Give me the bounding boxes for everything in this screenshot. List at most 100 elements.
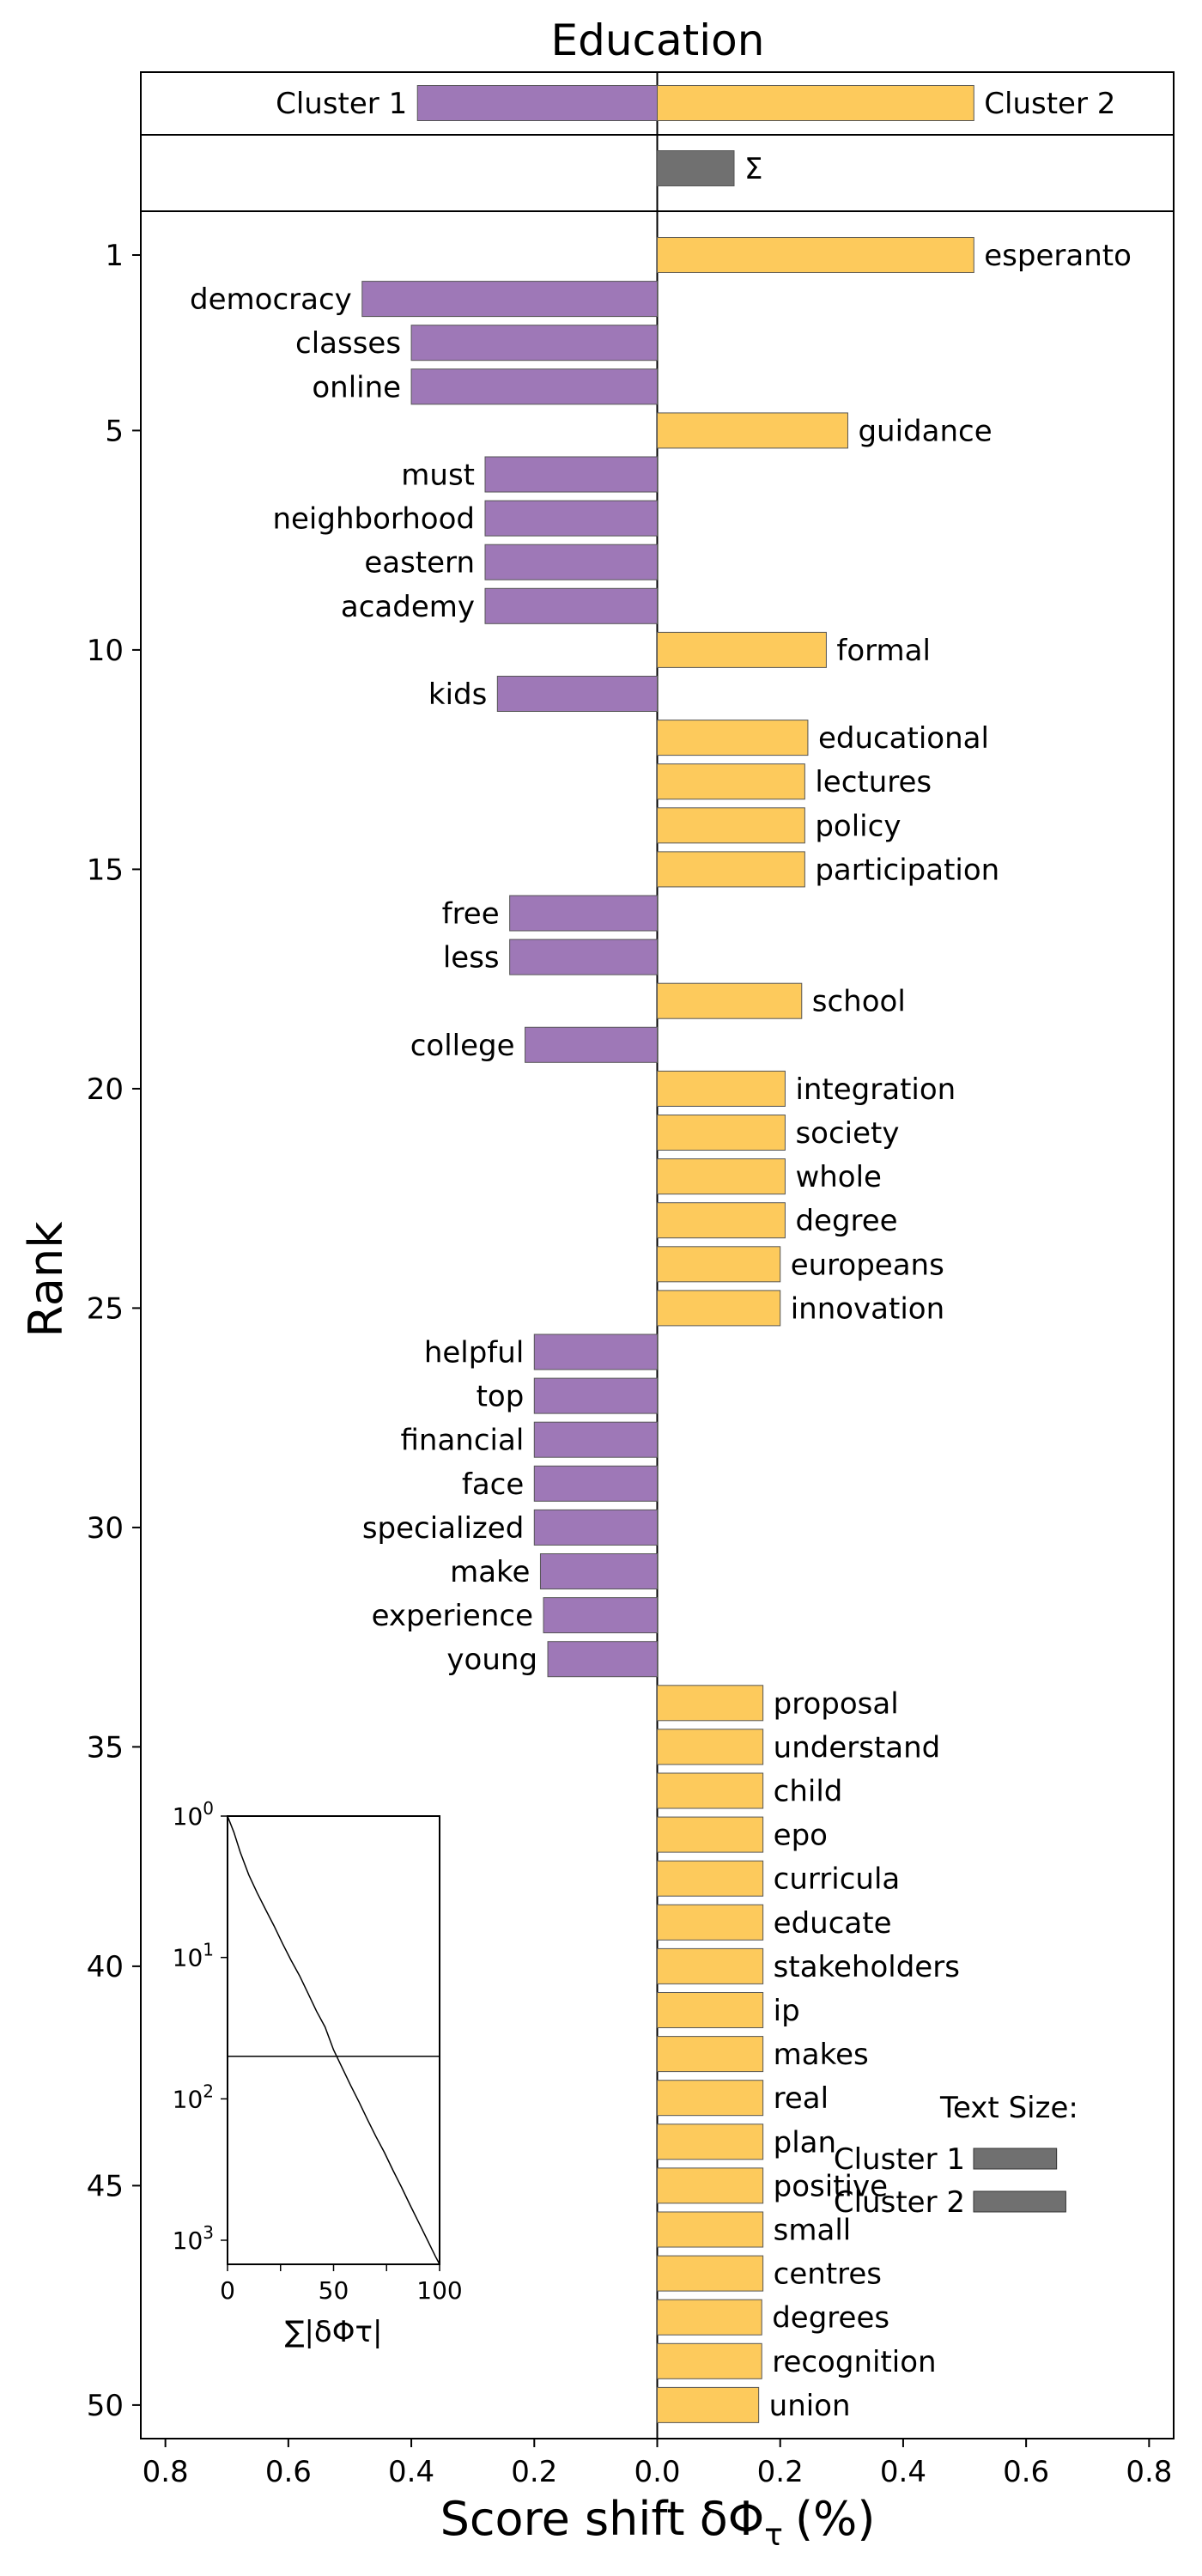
legend-item-bar (973, 2148, 1058, 2170)
bar-plan (657, 2123, 764, 2160)
bar-college (525, 1026, 658, 1063)
bar-face (533, 1465, 658, 1502)
inset-x-tick-label: 100 (416, 2276, 462, 2305)
x-tick-label: 0.6 (1003, 2455, 1049, 2489)
bar-real (657, 2080, 764, 2117)
label-union: union (769, 2389, 851, 2423)
label-positive: positive (774, 2169, 888, 2203)
inset-y-tick-exponent: 3 (203, 2222, 214, 2243)
bar-free (509, 895, 659, 932)
inset-y-tick-label: 102 (173, 2081, 214, 2113)
label-must: must (401, 459, 475, 493)
bar-make (539, 1553, 658, 1589)
inset-frame (227, 1815, 440, 2265)
bar-democracy (361, 281, 658, 318)
label-makes: makes (774, 2038, 869, 2072)
label-face: face (462, 1467, 524, 1502)
label-college: college (410, 1029, 515, 1063)
x-tick-label: 0.0 (634, 2455, 680, 2489)
y-tick-label: 50 (87, 2389, 124, 2423)
bar-policy (657, 807, 805, 844)
bar-online (410, 368, 658, 405)
bar-must (484, 456, 658, 493)
bar-specialized (533, 1509, 658, 1546)
label-stakeholders: stakeholders (774, 1950, 960, 1984)
label-participation: participation (815, 853, 999, 887)
label-understand: understand (774, 1730, 941, 1765)
bar-europeans (657, 1246, 781, 1283)
label-epo: epo (774, 1819, 828, 1853)
bar-financial (533, 1421, 658, 1458)
inset-y-tick-exponent: 2 (203, 2081, 214, 2101)
bar-ip (657, 1992, 764, 2028)
label-lectures: lectures (815, 765, 932, 799)
legend-item-label: Cluster 1 (834, 2142, 965, 2177)
cluster1-total-label: Cluster 1 (276, 87, 407, 121)
inset-y-tick-label: 101 (173, 1940, 214, 1972)
label-child: child (774, 1775, 843, 1809)
x-tick-label: 0.8 (1126, 2455, 1172, 2489)
label-degrees: degrees (772, 2301, 889, 2336)
bar-school (657, 982, 803, 1019)
bar-helpful (533, 1334, 658, 1370)
bar-integration (657, 1070, 786, 1107)
label-make: make (450, 1555, 530, 1589)
bar-epo (657, 1816, 764, 1853)
bar-young (547, 1641, 659, 1678)
bar-academy (484, 587, 658, 624)
inset-cumulative-curve (227, 1815, 440, 2265)
label-centres: centres (774, 2257, 882, 2292)
axes-layer: 0.8 0.6 0.4 0.2 0.0 0.2 0.4 0.6 0.81510152025303… (87, 239, 1173, 2489)
x-tick-label: 0.8 (143, 2455, 189, 2489)
bar-less (509, 939, 659, 975)
label-innovation: innovation (791, 1291, 944, 1326)
x-axis-label-main: Score shift δΦ (440, 2492, 765, 2546)
label-eastern: eastern (364, 546, 475, 580)
x-tick-label: 0.2 (511, 2455, 557, 2489)
x-tick-label: 0.6 (265, 2455, 312, 2489)
bar-proposal (657, 1685, 764, 1722)
bar-small (657, 2211, 764, 2248)
legend-title: Text Size: (939, 2091, 1078, 2125)
x-axis-label-subscript: τ (764, 2518, 783, 2553)
bar-stakeholders (657, 1947, 764, 1984)
inset-x-tick-label: 50 (319, 2276, 349, 2305)
label-kids: kids (428, 677, 487, 712)
bar-positive (657, 2167, 764, 2204)
inset-y-tick-exponent: 0 (203, 1798, 214, 1819)
bar-experience (543, 1597, 659, 1634)
label-classes: classes (295, 326, 401, 361)
label-academy: academy (341, 590, 475, 624)
bar-educational (657, 720, 809, 756)
label-helpful: helpful (424, 1336, 524, 1370)
word-labels: esperanto democracy classes online guidance m… (190, 239, 1132, 2423)
y-tick-label: 35 (87, 1730, 124, 1765)
y-tick-label: 30 (87, 1511, 124, 1546)
bar-lectures (657, 763, 805, 800)
label-financial: financial (401, 1424, 525, 1458)
label-esperanto: esperanto (984, 239, 1132, 273)
y-tick-label: 10 (87, 634, 124, 668)
sum-total-bar (657, 150, 735, 186)
word-bars (361, 237, 974, 2423)
cluster2-total-bar (657, 85, 974, 121)
label-top: top (477, 1380, 525, 1414)
y-tick-label: 25 (87, 1291, 124, 1326)
cluster1-total-bar (416, 85, 658, 121)
label-young: young (446, 1643, 537, 1677)
chart-title: Education (551, 15, 765, 65)
cluster2-total-label: Cluster 2 (984, 87, 1115, 121)
bar-innovation (657, 1290, 781, 1327)
bar-union (657, 2386, 760, 2423)
label-europeans: europeans (791, 1248, 944, 1282)
label-democracy: democracy (190, 283, 352, 317)
label-ip: ip (774, 1994, 800, 2028)
label-neighborhood: neighborhood (272, 502, 475, 537)
y-tick-label: 5 (105, 414, 124, 448)
inset-y-tick-base: 10 (173, 1944, 203, 1972)
label-curricula: curricula (774, 1862, 901, 1897)
inset-y-tick-label: 100 (173, 1798, 214, 1831)
label-specialized: specialized (362, 1511, 524, 1546)
